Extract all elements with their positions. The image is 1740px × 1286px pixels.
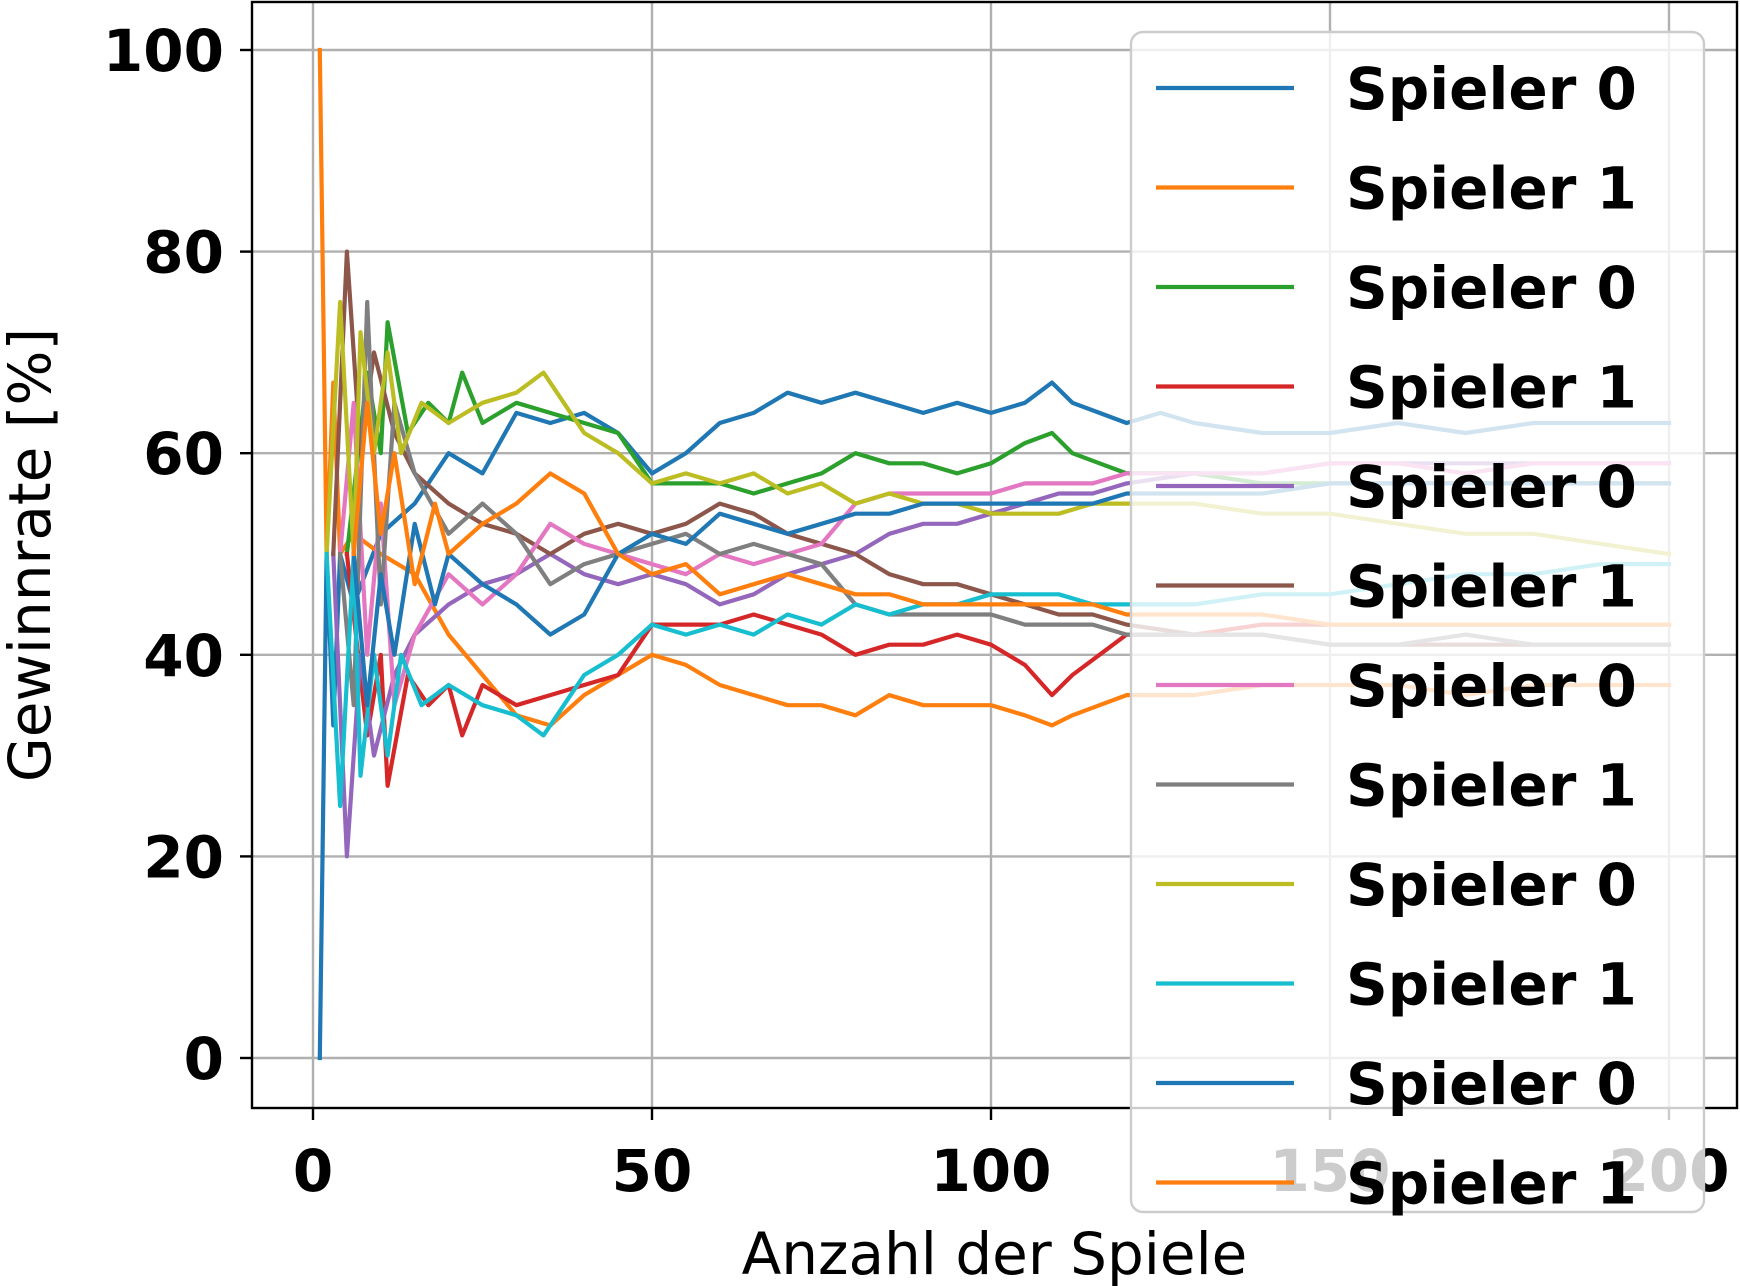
legend: Spieler 0 Spieler 1 Spieler 0 Spieler 1 Spie…: [1129, 30, 1706, 1218]
legend-label: Spieler 0: [1346, 851, 1637, 919]
x-tick-label: 50: [612, 1137, 693, 1205]
legend-label: Spieler 0: [1346, 1050, 1637, 1118]
x-axis-label: Anzahl der Spiele: [742, 1220, 1248, 1286]
y-tick-label: 100: [103, 17, 224, 85]
legend-label: Spieler 0: [1346, 652, 1637, 720]
y-tick-label: 20: [143, 823, 224, 891]
legend-label: Spieler 1: [1346, 951, 1637, 1019]
legend-label: Spieler 1: [1346, 752, 1637, 820]
legend-label: Spieler 0: [1346, 55, 1637, 123]
legend-label: Spieler 0: [1346, 254, 1637, 322]
x-tick-label: 0: [293, 1137, 333, 1205]
y-axis-label: Gewinnrate [%]: [0, 328, 64, 782]
legend-label: Spieler 1: [1346, 155, 1637, 223]
x-tick-label: 100: [930, 1137, 1051, 1205]
y-tick-label: 80: [143, 219, 224, 287]
y-tick-label: 40: [143, 622, 224, 690]
legend-label: Spieler 1: [1346, 354, 1637, 422]
legend-label: Spieler 1: [1346, 553, 1637, 621]
y-tick-label: 60: [143, 420, 224, 488]
y-tick-label: 0: [184, 1025, 224, 1093]
plot-frame: [250, 0, 1739, 1110]
legend-label: Spieler 1: [1346, 1150, 1637, 1218]
legend-box: [1129, 30, 1706, 1214]
legend-label: Spieler 0: [1346, 453, 1637, 521]
